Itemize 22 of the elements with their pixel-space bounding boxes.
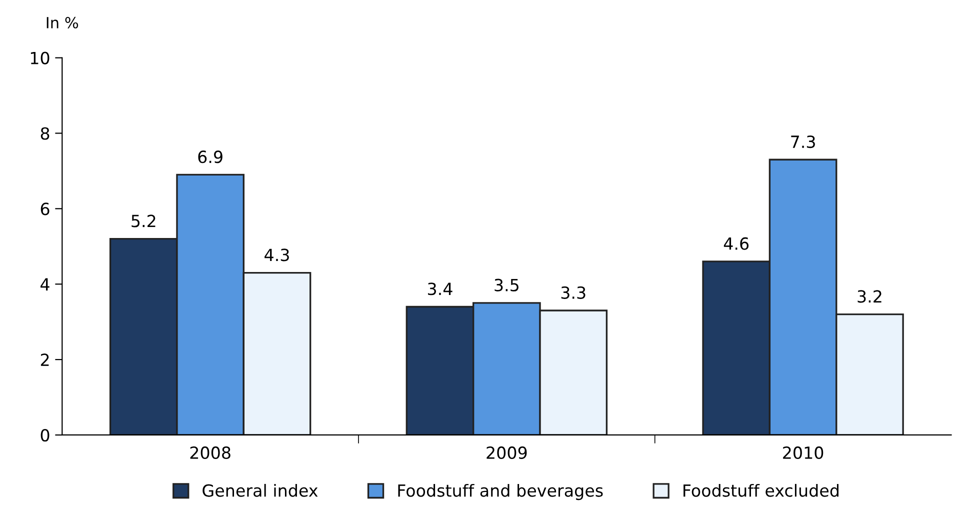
data-label: 4.6: [724, 237, 749, 250]
y-tick-label: 8: [40, 127, 50, 140]
data-label: 3.4: [428, 282, 452, 296]
data-label: 7.3: [791, 135, 815, 148]
y-axis-title: In %: [46, 16, 78, 28]
data-label: 3.3: [561, 286, 586, 299]
data-label: 5.2: [132, 214, 156, 228]
y-tick-label: 0: [40, 428, 50, 442]
data-label: 3.2: [858, 290, 882, 303]
legend-label: Foodstuff and beverages: [398, 484, 603, 500]
y-tick-label: 6: [40, 202, 50, 216]
y-tick-label: 4: [40, 278, 50, 290]
x-tick-label: 2010: [783, 446, 824, 459]
x-tick-label: 2008: [190, 446, 230, 459]
data-label: 3.5: [494, 278, 518, 292]
y-tick-label: 10: [30, 52, 50, 64]
legend-label: General index: [202, 484, 318, 497]
data-label: 6.9: [198, 150, 222, 164]
y-tick-label: 2: [40, 354, 49, 366]
x-tick-label: 2009: [486, 446, 527, 459]
data-label: 4.3: [264, 248, 289, 262]
legend-label: Foodstuff excluded: [684, 484, 838, 497]
